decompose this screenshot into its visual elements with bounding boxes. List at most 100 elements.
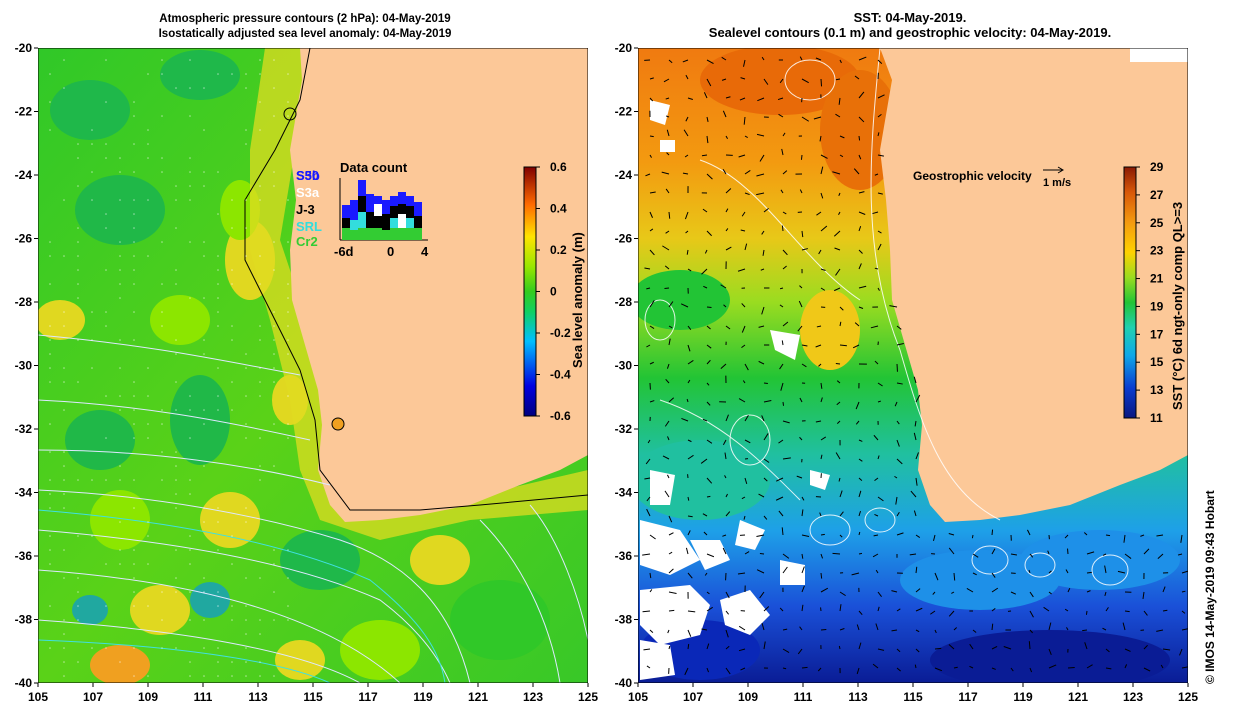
velocity-arrow (1102, 553, 1107, 556)
velocity-arrow (725, 610, 730, 615)
velocity-arrow (722, 110, 727, 118)
velocity-arrow (778, 439, 784, 444)
colorbar-tick-label: 23 (1150, 244, 1164, 258)
velocity-arrow (1162, 648, 1171, 651)
velocity-arrow (797, 325, 803, 332)
velocity-arrow (858, 552, 863, 555)
velocity-arrow (820, 533, 825, 536)
velocity-arrow (687, 359, 694, 365)
velocity-arrow (1179, 648, 1183, 656)
velocity-arrow (915, 452, 919, 460)
y-tick-label: -40 (615, 676, 633, 690)
velocity-arrow (1181, 570, 1188, 574)
velocity-arrow (858, 135, 861, 141)
velocity-arrow (686, 398, 689, 403)
velocity-arrow (725, 645, 730, 650)
velocity-arrow (953, 666, 958, 669)
velocity-arrow (684, 211, 689, 220)
data-count-tick-4: 4 (421, 244, 429, 259)
velocity-arrow (661, 171, 670, 175)
velocity-arrow (681, 417, 689, 422)
velocity-arrow (1029, 610, 1034, 618)
tide-gauge-north (283, 107, 297, 121)
velocity-arrow (891, 629, 898, 632)
velocity-arrow (662, 245, 670, 251)
sst-colorbar-label: SST (°C) 6d ngt-only comp QL>=3 (1170, 202, 1185, 410)
velocity-arrow (1048, 591, 1052, 595)
velocity-arrow (820, 382, 823, 389)
velocity-arrow (668, 515, 673, 523)
velocity-arrow (915, 477, 918, 486)
colorbar-tick-label: 11 (1150, 411, 1163, 425)
velocity-arrow (684, 667, 689, 676)
velocity-arrow (839, 534, 843, 538)
velocity-arrow (934, 572, 939, 581)
velocity-arrow (1143, 644, 1148, 650)
velocity-arrow (1105, 534, 1111, 537)
y-tick-label: -34 (15, 486, 33, 500)
velocity-arrow (816, 325, 822, 328)
colorbar-tick-label: 17 (1150, 327, 1164, 341)
data-count-title: Data count (340, 160, 408, 175)
velocity-arrow (687, 97, 693, 100)
velocity-arrow (1104, 591, 1107, 597)
right-title-line-2: Sealevel contours (0.1 m) and geostrophi… (708, 25, 1112, 40)
velocity-arrow (758, 493, 765, 498)
velocity-arrow (971, 534, 974, 539)
velocity-arrow (820, 225, 828, 232)
velocity-arrow (1066, 627, 1069, 631)
velocity-arrow (647, 439, 651, 444)
velocity-arrow (706, 382, 710, 386)
sla-colorbar: 0.6 0.4 0.2 0 -0.2 -0.4 -0.6 Sea level anomaly… (523, 160, 585, 423)
velocity-arrow (721, 78, 727, 81)
velocity-arrow (796, 475, 803, 479)
velocity-arrow (725, 591, 730, 599)
velocity-arrow (668, 211, 671, 219)
velocity-arrow (801, 553, 804, 559)
velocity-arrow (646, 665, 651, 669)
velocity-arrow (720, 284, 727, 289)
velocity-arrow (706, 59, 714, 64)
velocity-arrow (817, 667, 822, 672)
velocity-arrow (799, 436, 803, 441)
velocity-arrow (877, 230, 882, 234)
velocity-arrow (706, 667, 709, 673)
velocity-arrow (801, 230, 804, 238)
velocity-arrow (706, 78, 712, 87)
velocity-arrow (1162, 609, 1168, 612)
velocity-arrow (836, 401, 841, 406)
velocity-arrow (896, 648, 901, 653)
velocity-arrow (668, 338, 671, 346)
velocity-arrow (839, 591, 846, 597)
velocity-arrow (1085, 610, 1088, 615)
x-tick-label: 111 (794, 690, 813, 704)
sla-coastal-band (250, 48, 588, 540)
velocity-arrow (1082, 629, 1088, 632)
velocity-arrow (1029, 591, 1034, 598)
velocity-arrow (801, 116, 809, 122)
velocity-arrow (858, 56, 867, 61)
velocity-arrow (738, 398, 746, 403)
velocity-arrow (853, 168, 860, 175)
sla-colorbar-label: Sea level anomaly (m) (570, 232, 585, 368)
velocity-arrow (858, 477, 863, 481)
x-tick-label: 121 (1068, 690, 1088, 704)
velocity-arrow (685, 547, 689, 555)
velocity-arrow (872, 553, 879, 558)
velocity-arrow (775, 496, 784, 501)
velocity-arrow (1180, 534, 1183, 543)
velocity-arrow (706, 344, 712, 349)
velocity-arrow (741, 303, 746, 308)
velocity-arrow (877, 496, 884, 502)
velocity-arrow (839, 628, 845, 631)
velocity-arrow (877, 606, 880, 612)
velocity-arrow (761, 306, 765, 315)
velocity-arrow (1181, 590, 1186, 593)
velocity-arrow (877, 243, 882, 251)
velocity-arrow (870, 325, 879, 329)
y-tick-label: -28 (615, 295, 633, 309)
velocity-arrow (781, 527, 784, 536)
velocity-arrow (858, 458, 863, 462)
velocity-arrow (858, 306, 864, 309)
velocity-arrow (706, 359, 711, 365)
